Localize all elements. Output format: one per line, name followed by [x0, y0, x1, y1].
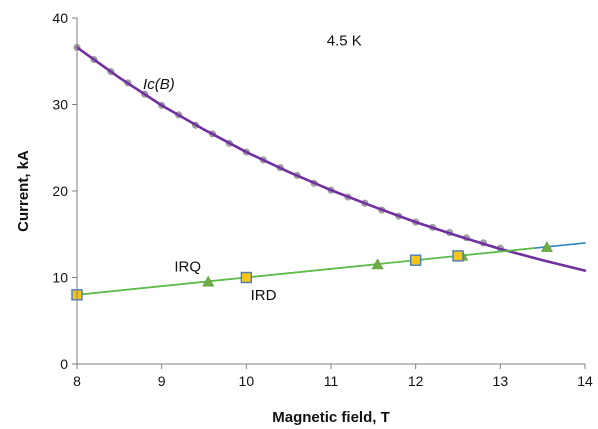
axis-layer: 8 9 10 11 12 13 14 0 10 20 30 40 [52, 10, 593, 389]
annotation-label: Ic(B) [143, 76, 175, 93]
series-layer [70, 43, 587, 301]
ird-data-point [409, 254, 422, 266]
x-tick-label: 14 [577, 373, 593, 389]
ic-fit-line [75, 46, 587, 272]
irq-data-point [202, 275, 215, 287]
ird-data-point [240, 271, 253, 284]
irq-data-point [371, 258, 384, 270]
y-tick-label: 20 [52, 183, 68, 199]
y-axis-title: Current, kA [15, 150, 32, 232]
x-tick-label: 8 [73, 373, 81, 389]
x-tick-label: 10 [239, 373, 255, 389]
x-tick-label: 11 [324, 373, 339, 389]
annotation-label: IRQ [174, 258, 201, 275]
x-axis-title: Magnetic field, T [272, 409, 390, 426]
x-tick-label: 12 [408, 373, 424, 389]
y-tick-label: 40 [52, 10, 68, 26]
y-tick-label: 10 [52, 270, 68, 286]
y-tick-label: 30 [52, 97, 68, 113]
annotation-layer: 4.5 K Ic(B) IRQ IRD [143, 33, 362, 304]
irq-data-point [540, 241, 553, 252]
ird-data-point [452, 250, 464, 262]
x-tick-label: 13 [493, 373, 509, 389]
x-tick-label: 9 [158, 373, 166, 389]
annotation-label: 4.5 K [327, 33, 362, 50]
annotation-label: IRD [251, 287, 277, 304]
y-tick-label: 0 [60, 356, 68, 372]
ird-line [76, 247, 536, 296]
